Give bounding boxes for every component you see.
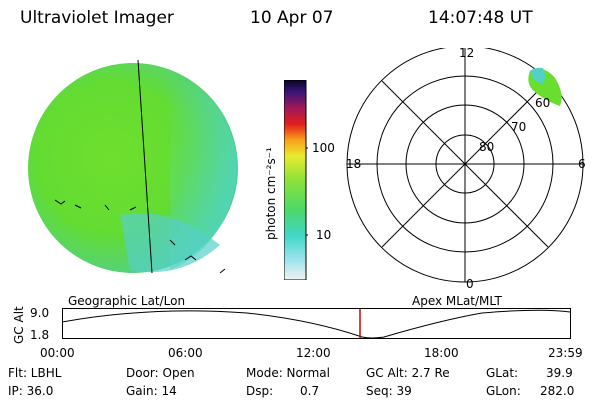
x-tick-0000: 00:00	[40, 346, 75, 360]
x-tick-1200: 12:00	[296, 346, 331, 360]
x-tick-0600: 06:00	[168, 346, 203, 360]
altitude-curve	[62, 309, 571, 339]
cyan-region	[170, 75, 238, 270]
mode-label: Mode: Normal	[246, 366, 330, 380]
x-tick-2359: 23:59	[548, 346, 583, 360]
glat-value: 39.9	[546, 366, 573, 380]
lat-label-60: 60	[535, 96, 551, 110]
dsp-label: Dsp:	[246, 384, 274, 398]
mlt-label-18: 18	[346, 157, 362, 171]
gc-alt-label: GC Alt: 2.7 Re	[366, 366, 450, 380]
polar-axis-diag2	[381, 80, 549, 248]
altitude-plot-frame	[62, 308, 571, 339]
seq-label: Seq: 39	[366, 384, 412, 398]
polar-plot	[346, 48, 584, 283]
ip-label: IP: 36.0	[8, 384, 54, 398]
geographic-caption: Geographic Lat/Lon	[68, 294, 186, 308]
coastlines	[54, 199, 226, 274]
lat-label-80: 80	[479, 140, 495, 154]
filter-label: Flt: LBHL	[8, 366, 62, 380]
y-tick-1.8: 1.8	[30, 328, 50, 342]
aurora-patch-cyan	[530, 67, 545, 84]
mlt-label-12: 12	[459, 46, 475, 60]
time-label: 14:07:48 UT	[428, 8, 533, 28]
x-tick-1800: 18:00	[424, 346, 459, 360]
geographic-image	[28, 59, 238, 274]
date-label: 10 Apr 07	[250, 8, 334, 28]
dsp-value: 0.7	[300, 384, 320, 398]
gain-label: Gain: 14	[126, 384, 177, 398]
gc-alt-axis-title: GC Alt	[12, 306, 26, 344]
altitude-plot	[62, 308, 571, 339]
mlt-label-0: 0	[466, 277, 474, 291]
cyan-region-lower	[120, 213, 220, 273]
colorbar	[284, 80, 308, 280]
door-label: Door: Open	[126, 366, 195, 380]
glon-label: GLon:	[486, 384, 521, 398]
colorbar-tick-label-100: 100	[312, 141, 335, 155]
mlt-label-6: 6	[578, 157, 586, 171]
terminator-line	[137, 59, 153, 274]
glat-label: GLat:	[486, 366, 519, 380]
colorbar-unit-label: photon cm⁻²s⁻¹	[264, 147, 278, 240]
apex-caption: Apex MLat/MLT	[412, 294, 502, 308]
lat-label-70: 70	[511, 120, 527, 134]
instrument-title: Ultraviolet Imager	[20, 8, 174, 28]
colorbar-scale	[284, 80, 307, 280]
glon-value: 282.0	[540, 384, 575, 398]
colorbar-tick-label-10: 10	[316, 228, 332, 242]
y-tick-9: 9.0	[30, 306, 50, 320]
